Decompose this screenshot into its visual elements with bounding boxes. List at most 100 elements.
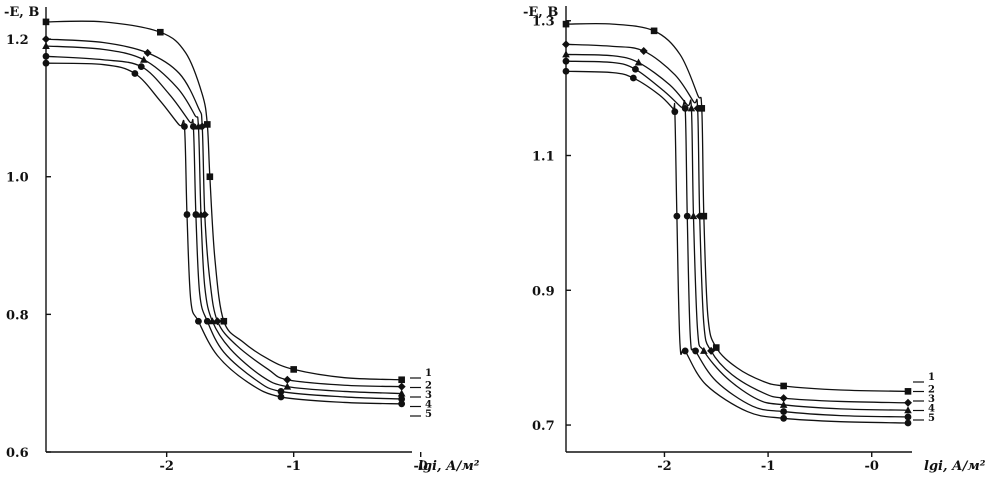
legend-label-2: 2 (928, 385, 935, 396)
data-point-2 (695, 212, 704, 221)
data-point-2 (198, 122, 207, 131)
data-point-3 (140, 55, 148, 63)
data-point-2 (283, 375, 292, 384)
x-tick-label: -0 (413, 459, 427, 474)
legend-label-4: 4 (928, 404, 935, 415)
series-1 (42, 18, 405, 384)
data-point-1 (698, 105, 706, 112)
series-4 (42, 52, 406, 403)
data-point-4 (137, 63, 145, 71)
series-line-2 (565, 43, 909, 404)
data-point-5 (277, 393, 285, 401)
x-tick-label: -0 (865, 459, 879, 474)
data-point-4 (632, 65, 639, 73)
legend-label-4: 4 (425, 400, 432, 411)
data-point-3 (208, 317, 217, 325)
series-1 (562, 20, 912, 395)
series-line-4 (45, 55, 402, 400)
data-point-3 (397, 389, 406, 397)
data-point-3 (634, 58, 643, 66)
y-tick-label: 1.0 (6, 171, 29, 186)
series-5 (562, 67, 912, 427)
data-point-5 (904, 419, 912, 427)
data-point-4 (42, 52, 50, 60)
data-point-3 (42, 41, 50, 49)
data-point-5 (780, 414, 788, 422)
data-point-2 (397, 382, 406, 391)
data-point-3 (197, 210, 205, 218)
data-point-2 (779, 394, 788, 403)
x-axis-title: lgi, А/м² (924, 459, 986, 474)
legend-label-5: 5 (425, 409, 432, 420)
data-point-4 (780, 408, 788, 415)
data-point-4 (192, 211, 200, 218)
data-point-3 (700, 346, 708, 354)
data-point-1 (157, 28, 164, 36)
data-point-2 (707, 346, 716, 355)
y-tick-label: 0.6 (6, 446, 29, 461)
data-point-4 (683, 212, 691, 220)
series-3 (562, 50, 912, 414)
data-point-4 (681, 104, 689, 112)
data-point-3 (687, 104, 696, 112)
data-point-5 (681, 347, 689, 355)
data-point-1 (700, 212, 708, 220)
y-tick-label: 0.9 (532, 284, 555, 299)
data-point-1 (42, 18, 50, 26)
data-point-3 (283, 382, 292, 390)
series-5 (42, 59, 406, 408)
series-2 (42, 35, 406, 391)
data-point-1 (650, 27, 658, 35)
data-point-5 (671, 108, 679, 116)
data-point-5 (183, 211, 191, 218)
data-point-5 (398, 400, 406, 408)
data-point-4 (189, 123, 197, 130)
series-line-5 (565, 70, 909, 424)
data-point-4 (562, 57, 570, 65)
legend-label-3: 3 (425, 390, 432, 401)
y-tick-label: 1.2 (6, 33, 29, 48)
data-point-2 (42, 35, 50, 44)
data-point-5 (181, 123, 188, 130)
legend-label-2: 2 (425, 381, 432, 392)
data-point-5 (562, 67, 570, 75)
data-point-1 (204, 121, 211, 128)
data-point-1 (562, 20, 570, 28)
y-axis-title: -E, B (4, 5, 39, 20)
data-point-2 (562, 40, 570, 49)
series-line-3 (45, 45, 402, 395)
data-point-5 (673, 212, 681, 220)
x-tick-label: -1 (761, 459, 775, 474)
x-tick-label: -2 (159, 459, 173, 474)
data-point-5 (42, 59, 50, 67)
data-point-5 (629, 74, 637, 82)
data-point-1 (780, 382, 787, 390)
data-point-3 (779, 400, 788, 408)
data-point-1 (290, 366, 297, 373)
data-point-4 (277, 388, 285, 395)
data-point-5 (131, 70, 139, 77)
data-point-5 (195, 317, 202, 325)
data-point-3 (689, 212, 698, 220)
legend-label-3: 3 (928, 394, 935, 405)
data-point-2 (904, 398, 912, 407)
legend-label-1: 1 (425, 368, 432, 379)
data-point-1 (220, 317, 228, 325)
y-tick-label: 0.8 (6, 308, 29, 323)
data-point-4 (692, 347, 699, 355)
data-point-3 (194, 122, 203, 130)
data-point-4 (398, 395, 406, 403)
data-point-1 (398, 376, 405, 384)
data-point-4 (904, 413, 912, 421)
data-point-2 (693, 104, 702, 113)
data-point-1 (206, 173, 214, 181)
legend-label-1: 1 (928, 372, 935, 383)
data-point-3 (904, 406, 912, 414)
series-2 (562, 40, 912, 407)
x-tick-label: -1 (286, 459, 300, 474)
series-line-1 (45, 20, 402, 381)
legend-label-5: 5 (928, 413, 935, 424)
series-line-3 (565, 53, 909, 411)
